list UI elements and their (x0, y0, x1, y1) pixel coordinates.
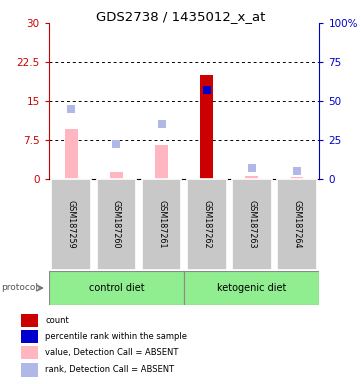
Text: control diet: control diet (88, 283, 144, 293)
Text: GSM187262: GSM187262 (202, 200, 211, 249)
Bar (291, 177, 303, 179)
Bar (245, 176, 258, 179)
Text: count: count (45, 316, 69, 325)
Bar (277, 179, 317, 270)
Bar (21, 314, 38, 327)
Bar (21, 363, 38, 376)
Text: GSM187261: GSM187261 (157, 200, 166, 249)
Point (204, 87, 209, 93)
Bar (200, 75, 213, 179)
Bar (187, 179, 227, 270)
Text: GSM187259: GSM187259 (67, 200, 76, 249)
Point (69, 106, 74, 112)
Text: ketogenic diet: ketogenic diet (217, 283, 287, 293)
Text: GSM187264: GSM187264 (292, 200, 301, 249)
Bar (184, 271, 319, 305)
Bar (21, 330, 38, 343)
Bar (142, 179, 182, 270)
Bar (65, 129, 78, 179)
Bar (110, 172, 123, 179)
Bar (21, 346, 38, 359)
Text: rank, Detection Call = ABSENT: rank, Detection Call = ABSENT (45, 366, 174, 374)
Bar (155, 145, 168, 179)
Text: GSM187263: GSM187263 (247, 200, 256, 249)
Point (294, 168, 300, 174)
Text: value, Detection Call = ABSENT: value, Detection Call = ABSENT (45, 348, 179, 357)
Text: GDS2738 / 1435012_x_at: GDS2738 / 1435012_x_at (96, 10, 265, 23)
Point (159, 121, 165, 127)
Bar (49, 271, 184, 305)
Text: protocol: protocol (1, 283, 38, 293)
Text: GSM187260: GSM187260 (112, 200, 121, 249)
Bar (232, 179, 271, 270)
Bar (97, 179, 136, 270)
Text: percentile rank within the sample: percentile rank within the sample (45, 332, 187, 341)
Point (114, 141, 119, 147)
Bar (52, 179, 91, 270)
Point (249, 165, 255, 171)
